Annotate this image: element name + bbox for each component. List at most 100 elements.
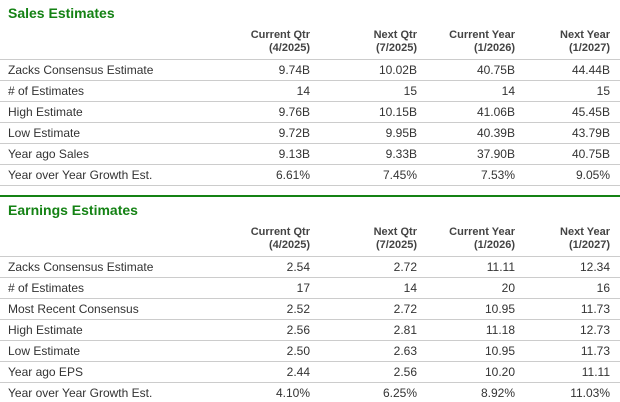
earnings-estimates-table: Current Qtr (4/2025) Next Qtr (7/2025) C…	[0, 224, 620, 402]
table-row: Year over Year Growth Est. 4.10% 6.25% 8…	[0, 382, 620, 402]
cell-value: 43.79B	[515, 122, 620, 144]
cell-value: 8.92%	[417, 382, 515, 402]
cell-value: 7.53%	[417, 164, 515, 186]
col-header-line1: Next Year	[560, 226, 610, 238]
row-label: Zacks Consensus Estimate	[0, 59, 230, 81]
cell-value: 41.06B	[417, 101, 515, 123]
cell-value: 10.20	[417, 361, 515, 383]
cell-value: 11.73	[515, 340, 620, 362]
row-label: Year over Year Growth Est.	[0, 164, 230, 186]
cell-value: 2.52	[230, 298, 310, 320]
col-header-empty	[0, 224, 230, 257]
col-header-line1: Next Qtr	[373, 29, 417, 41]
row-label: Year ago Sales	[0, 143, 230, 165]
cell-value: 10.95	[417, 298, 515, 320]
cell-value: 12.34	[515, 256, 620, 278]
cell-value: 11.18	[417, 319, 515, 341]
cell-value: 2.72	[310, 256, 417, 278]
cell-value: 9.74B	[230, 59, 310, 81]
cell-value: 4.10%	[230, 382, 310, 402]
col-header-line1: Current Year	[449, 226, 515, 238]
cell-value: 9.05%	[515, 164, 620, 186]
col-header-line2: (7/2025)	[376, 239, 417, 251]
table-row: High Estimate 2.56 2.81 11.18 12.73	[0, 319, 620, 341]
cell-value: 14	[417, 80, 515, 102]
cell-value: 2.56	[230, 319, 310, 341]
sales-estimates-section: Sales Estimates Current Qtr (4/2025) Nex…	[0, 0, 620, 186]
cell-value: 11.11	[515, 361, 620, 383]
row-label: Low Estimate	[0, 340, 230, 362]
table-row: # of Estimates 17 14 20 16	[0, 277, 620, 299]
table-row: # of Estimates 14 15 14 15	[0, 80, 620, 102]
col-header-line2: (4/2025)	[269, 239, 310, 251]
cell-value: 11.73	[515, 298, 620, 320]
col-header-line2: (1/2026)	[474, 239, 515, 251]
table-row: Most Recent Consensus 2.52 2.72 10.95 11…	[0, 298, 620, 320]
cell-value: 9.76B	[230, 101, 310, 123]
col-header-next-year: Next Year (1/2027)	[515, 27, 620, 60]
cell-value: 2.54	[230, 256, 310, 278]
sales-header-row: Current Qtr (4/2025) Next Qtr (7/2025) C…	[0, 27, 620, 60]
col-header-current-qtr: Current Qtr (4/2025)	[230, 27, 310, 60]
table-row: Year ago Sales 9.13B 9.33B 37.90B 40.75B	[0, 143, 620, 165]
col-header-line2: (4/2025)	[269, 42, 310, 54]
cell-value: 44.44B	[515, 59, 620, 81]
col-header-current-qtr: Current Qtr (4/2025)	[230, 224, 310, 257]
cell-value: 37.90B	[417, 143, 515, 165]
cell-value: 9.95B	[310, 122, 417, 144]
col-header-line1: Current Qtr	[250, 226, 310, 238]
table-row: Zacks Consensus Estimate 9.74B 10.02B 40…	[0, 59, 620, 81]
row-label: Zacks Consensus Estimate	[0, 256, 230, 278]
cell-value: 9.72B	[230, 122, 310, 144]
col-header-next-qtr: Next Qtr (7/2025)	[310, 224, 417, 257]
earnings-header-row: Current Qtr (4/2025) Next Qtr (7/2025) C…	[0, 224, 620, 257]
table-row: High Estimate 9.76B 10.15B 41.06B 45.45B	[0, 101, 620, 123]
col-header-next-year: Next Year (1/2027)	[515, 224, 620, 257]
col-header-current-year: Current Year (1/2026)	[417, 27, 515, 60]
cell-value: 6.25%	[310, 382, 417, 402]
sales-estimates-table: Current Qtr (4/2025) Next Qtr (7/2025) C…	[0, 27, 620, 186]
cell-value: 2.81	[310, 319, 417, 341]
cell-value: 40.39B	[417, 122, 515, 144]
col-header-line1: Next Year	[560, 29, 610, 41]
cell-value: 14	[230, 80, 310, 102]
cell-value: 14	[310, 277, 417, 299]
table-row: Zacks Consensus Estimate 2.54 2.72 11.11…	[0, 256, 620, 278]
col-header-line2: (1/2027)	[569, 42, 610, 54]
col-header-line2: (1/2027)	[569, 239, 610, 251]
cell-value: 10.02B	[310, 59, 417, 81]
col-header-line1: Next Qtr	[373, 226, 417, 238]
col-header-line1: Current Qtr	[250, 29, 310, 41]
col-header-empty	[0, 27, 230, 60]
cell-value: 2.44	[230, 361, 310, 383]
table-row: Year over Year Growth Est. 6.61% 7.45% 7…	[0, 164, 620, 186]
row-label: Low Estimate	[0, 122, 230, 144]
table-row: Low Estimate 2.50 2.63 10.95 11.73	[0, 340, 620, 362]
cell-value: 6.61%	[230, 164, 310, 186]
cell-value: 40.75B	[515, 143, 620, 165]
cell-value: 15	[515, 80, 620, 102]
table-row: Low Estimate 9.72B 9.95B 40.39B 43.79B	[0, 122, 620, 144]
sales-estimates-title: Sales Estimates	[8, 5, 115, 21]
col-header-line1: Current Year	[449, 29, 515, 41]
cell-value: 2.63	[310, 340, 417, 362]
col-header-line2: (1/2026)	[474, 42, 515, 54]
row-label: # of Estimates	[0, 277, 230, 299]
cell-value: 15	[310, 80, 417, 102]
col-header-current-year: Current Year (1/2026)	[417, 224, 515, 257]
cell-value: 11.03%	[515, 382, 620, 402]
cell-value: 10.15B	[310, 101, 417, 123]
row-label: Year over Year Growth Est.	[0, 382, 230, 402]
earnings-estimates-title: Earnings Estimates	[8, 202, 138, 218]
table-row: Year ago EPS 2.44 2.56 10.20 11.11	[0, 361, 620, 383]
cell-value: 12.73	[515, 319, 620, 341]
cell-value: 16	[515, 277, 620, 299]
earnings-estimates-section: Earnings Estimates Current Qtr (4/2025) …	[0, 197, 620, 402]
row-label: High Estimate	[0, 319, 230, 341]
cell-value: 9.13B	[230, 143, 310, 165]
row-label: High Estimate	[0, 101, 230, 123]
cell-value: 2.56	[310, 361, 417, 383]
row-label: Most Recent Consensus	[0, 298, 230, 320]
cell-value: 11.11	[417, 256, 515, 278]
cell-value: 17	[230, 277, 310, 299]
